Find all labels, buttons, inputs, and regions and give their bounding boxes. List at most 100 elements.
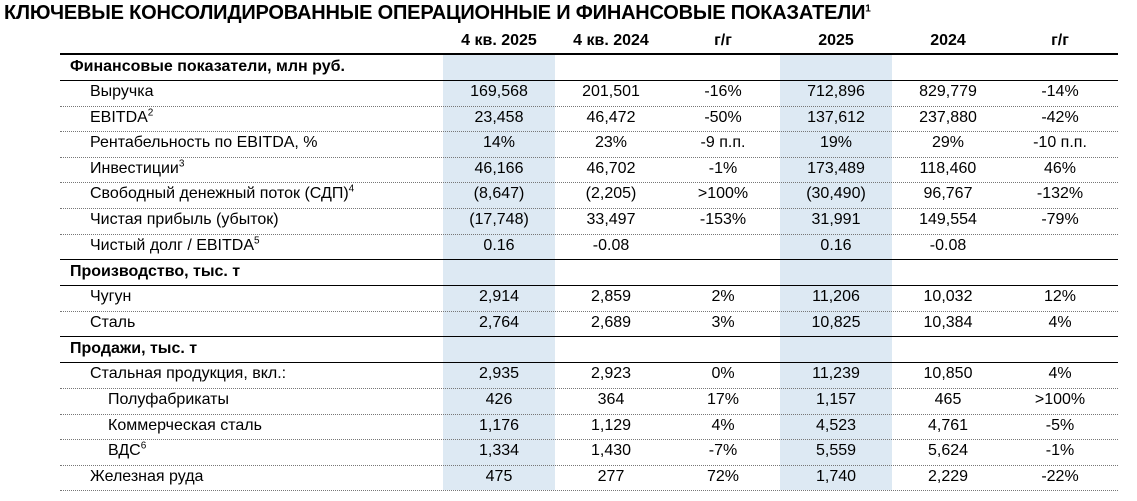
cell-value: 33,497 bbox=[586, 211, 636, 228]
cell-value: 0.16 bbox=[483, 236, 515, 254]
cell-value: -5% bbox=[1045, 416, 1075, 434]
cell-value: 96,767 bbox=[923, 185, 973, 203]
cell-value: 5,624 bbox=[927, 442, 969, 460]
cell-value: 2,914 bbox=[478, 288, 520, 306]
cell-value: 10,384 bbox=[923, 313, 973, 331]
row-rule bbox=[60, 131, 1118, 133]
cell-value: 475 bbox=[485, 467, 513, 485]
cell-value: 2,859 bbox=[590, 288, 632, 306]
cell-value: 118,460 bbox=[919, 159, 977, 177]
row-rule bbox=[60, 388, 1118, 389]
cell-value: 3% bbox=[711, 313, 735, 331]
footnote-mark: 6 bbox=[140, 440, 147, 452]
cell-value: 23,458 bbox=[474, 108, 524, 126]
cell-value: -10 п.п. bbox=[1033, 134, 1087, 152]
cell-value: 2,689 bbox=[590, 313, 632, 331]
page-title: КЛЮЧЕВЫЕ КОНСОЛИДИРОВАННЫЕ ОПЕРАЦИОННЫЕ … bbox=[4, 2, 871, 25]
row-label-text: Железная руда bbox=[90, 467, 204, 485]
cell-value: 169,568 bbox=[470, 83, 528, 100]
title-text: КЛЮЧЕВЫЕ КОНСОЛИДИРОВАННЫЕ ОПЕРАЦИОННЫЕ … bbox=[4, 2, 866, 24]
row-rule bbox=[60, 233, 1118, 235]
row-rule bbox=[60, 208, 1118, 209]
row-label-text: Чистый долг / EBITDA bbox=[90, 236, 254, 254]
row-label: Чистый долг / EBITDA5 bbox=[90, 235, 260, 255]
section-rule bbox=[60, 285, 1118, 287]
cell-value: -14% bbox=[1041, 83, 1079, 100]
row-label: Выручка bbox=[90, 83, 153, 101]
row-label: ВДС6 bbox=[108, 440, 147, 460]
cell-value: -16% bbox=[704, 83, 742, 100]
footnote-mark: 4 bbox=[348, 184, 355, 196]
cell-value: 426 bbox=[485, 391, 513, 408]
cell-value: 0.16 bbox=[820, 236, 852, 254]
cell-value: 2,764 bbox=[478, 313, 520, 331]
cell-value: (17,748) bbox=[469, 211, 529, 228]
cell-value: 12% bbox=[1043, 288, 1077, 306]
section-rule bbox=[60, 80, 1118, 81]
footnote-mark: 2 bbox=[147, 107, 154, 119]
section-rule bbox=[60, 336, 1118, 338]
cell-value: 4,761 bbox=[927, 416, 969, 434]
cell-value: 1,129 bbox=[590, 416, 632, 434]
cell-value: -1% bbox=[708, 159, 738, 177]
cell-value: 19% bbox=[819, 134, 853, 152]
cell-value: 2,923 bbox=[590, 365, 632, 383]
row-label-text: Инвестиции bbox=[90, 159, 179, 177]
cell-value: -22% bbox=[1041, 467, 1079, 485]
cell-value: 0% bbox=[711, 365, 735, 383]
row-label: Чистая прибыль (убыток) bbox=[90, 211, 279, 229]
cell-value: -50% bbox=[704, 108, 742, 126]
cell-value: 137,612 bbox=[807, 108, 865, 126]
row-label-text: Чистая прибыль (убыток) bbox=[90, 211, 279, 228]
row-rule bbox=[60, 105, 1118, 107]
row-rule bbox=[60, 413, 1118, 415]
section-rule bbox=[60, 362, 1118, 364]
row-label-text: EBITDA bbox=[90, 108, 148, 126]
row-label-text: Сталь bbox=[90, 313, 136, 331]
cell-value: 11,206 bbox=[812, 288, 860, 306]
cell-value: 72% bbox=[706, 467, 740, 485]
cell-value: 2,935 bbox=[478, 365, 520, 383]
column-highlight bbox=[443, 54, 555, 490]
row-label-text: Стальная продукция, вкл.: bbox=[90, 365, 287, 383]
row-label-text: Чугун bbox=[90, 288, 132, 306]
cell-value: 5,559 bbox=[815, 442, 857, 460]
cell-value: 46,472 bbox=[586, 108, 636, 126]
cell-value: -9 п.п. bbox=[700, 134, 746, 152]
cell-value: 17% bbox=[706, 391, 740, 408]
cell-value: 364 bbox=[597, 391, 625, 408]
row-rule bbox=[60, 439, 1118, 441]
row-label: Полуфабрикаты bbox=[108, 391, 229, 409]
row-rule bbox=[60, 182, 1118, 184]
cell-value: (30,490) bbox=[806, 185, 866, 203]
title-note: 1 bbox=[865, 3, 871, 15]
row-rule bbox=[60, 156, 1118, 158]
cell-value: 31,991 bbox=[811, 211, 861, 228]
cell-value: 10,825 bbox=[811, 313, 861, 331]
cell-value: 10,850 bbox=[923, 365, 973, 383]
column-header: 2024 bbox=[930, 32, 966, 49]
cell-value: 2% bbox=[711, 288, 735, 306]
cell-value: 712,896 bbox=[807, 83, 865, 100]
section-title: Финансовые показатели, млн руб. bbox=[70, 58, 345, 75]
cell-value: 173,489 bbox=[807, 159, 865, 177]
cell-value: 829,779 bbox=[919, 83, 977, 100]
row-label-text: Коммерческая сталь bbox=[108, 416, 262, 434]
cell-value: 201,501 bbox=[582, 83, 640, 100]
cell-value: 465 bbox=[934, 391, 962, 408]
row-label-text: Выручка bbox=[90, 83, 154, 100]
row-label: Чугун bbox=[90, 288, 131, 306]
cell-value: 1,430 bbox=[590, 442, 632, 460]
column-header: 4 кв. 2024 bbox=[573, 32, 649, 49]
row-label-text: Полуфабрикаты bbox=[108, 391, 229, 408]
row-label: Инвестиции3 bbox=[90, 158, 185, 178]
column-highlight bbox=[780, 54, 892, 490]
row-label: Рентабельность по EBITDA, % bbox=[90, 134, 318, 152]
footnote-mark: 5 bbox=[254, 235, 260, 247]
cell-value: 2,229 bbox=[927, 467, 969, 485]
cell-value: -79% bbox=[1041, 211, 1079, 228]
row-label: Стальная продукция, вкл.: bbox=[90, 365, 286, 383]
footnote-mark: 3 bbox=[178, 158, 185, 170]
cell-value: 23% bbox=[594, 134, 628, 152]
row-label-text: ВДС bbox=[108, 442, 141, 460]
